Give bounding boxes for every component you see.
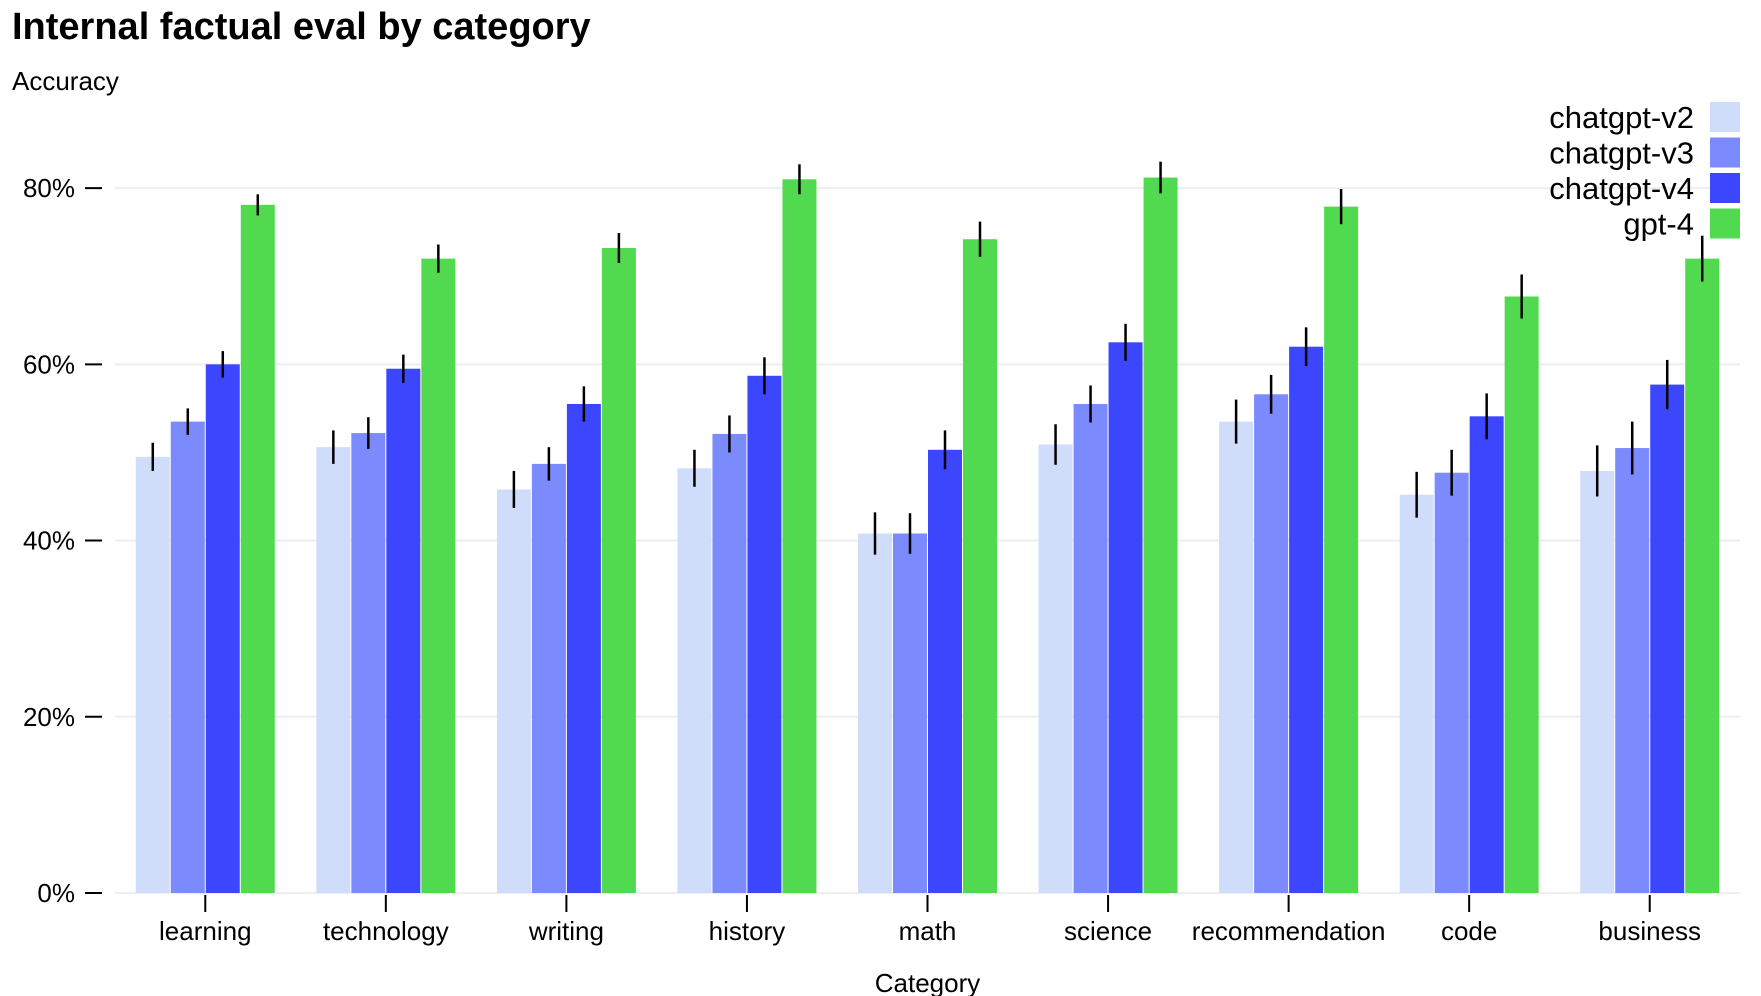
bar bbox=[316, 447, 351, 893]
bar bbox=[1108, 342, 1143, 893]
bar bbox=[1615, 448, 1650, 893]
x-tick-label: history bbox=[709, 916, 786, 946]
y-tick-label: 20% bbox=[23, 702, 75, 732]
bar bbox=[601, 248, 636, 893]
bars bbox=[135, 161, 1720, 894]
x-tick-label: learning bbox=[159, 916, 252, 946]
bar bbox=[1254, 394, 1289, 893]
gridlines bbox=[115, 187, 1740, 894]
bar bbox=[1469, 416, 1504, 893]
bar bbox=[1434, 472, 1469, 893]
bar bbox=[712, 433, 747, 893]
bar bbox=[421, 258, 456, 894]
bar bbox=[1504, 296, 1539, 893]
bar bbox=[858, 533, 892, 893]
bar bbox=[782, 179, 817, 894]
legend-label: chatgpt-v3 bbox=[1549, 136, 1694, 171]
bar bbox=[1685, 258, 1720, 894]
bar bbox=[1073, 403, 1108, 893]
bar bbox=[677, 468, 712, 893]
x-tick-label: writing bbox=[528, 916, 604, 946]
bar bbox=[240, 204, 275, 893]
x-tick-label: science bbox=[1064, 916, 1152, 946]
legend-swatch bbox=[1710, 102, 1740, 132]
y-tick-label: 0% bbox=[37, 878, 75, 908]
y-axis-label: Accuracy bbox=[12, 66, 119, 96]
bar bbox=[531, 463, 566, 893]
x-tick-label: technology bbox=[323, 916, 449, 946]
bar bbox=[893, 533, 927, 893]
bar bbox=[1219, 421, 1254, 893]
bar bbox=[386, 368, 421, 893]
bar bbox=[351, 433, 386, 893]
legend-swatch bbox=[1710, 137, 1740, 168]
x-tick-label: code bbox=[1441, 916, 1497, 946]
x-tick-label: business bbox=[1598, 916, 1701, 946]
x-tick-label: math bbox=[899, 916, 957, 946]
bar bbox=[963, 239, 997, 893]
bar bbox=[170, 421, 205, 893]
bar bbox=[1038, 444, 1073, 893]
bar bbox=[1289, 346, 1324, 893]
legend-swatch bbox=[1710, 208, 1740, 239]
bar bbox=[928, 449, 962, 893]
bar bbox=[496, 489, 531, 893]
bar bbox=[566, 403, 601, 893]
bar bbox=[1143, 177, 1178, 893]
chart-title: Internal factual eval by category bbox=[12, 6, 591, 48]
y-tick-label: 60% bbox=[23, 349, 75, 379]
bar bbox=[135, 456, 170, 893]
legend-label: chatgpt-v4 bbox=[1549, 171, 1694, 206]
bar bbox=[1324, 206, 1359, 893]
legend-label: gpt-4 bbox=[1623, 207, 1694, 242]
x-tick-label: recommendation bbox=[1192, 916, 1386, 946]
y-tick-label: 80% bbox=[23, 173, 75, 203]
legend-label: chatgpt-v2 bbox=[1549, 100, 1694, 135]
bar bbox=[1650, 384, 1685, 893]
axes: 0% 20% 40% 60% 80% learning technology writing h… bbox=[23, 173, 1701, 946]
bar bbox=[205, 364, 240, 893]
legend-swatch bbox=[1710, 173, 1740, 203]
y-tick-label: 40% bbox=[23, 526, 75, 556]
bar bbox=[747, 375, 782, 893]
bar bbox=[1399, 494, 1434, 893]
bar bbox=[1580, 470, 1615, 893]
x-axis-label: Category bbox=[875, 968, 981, 996]
